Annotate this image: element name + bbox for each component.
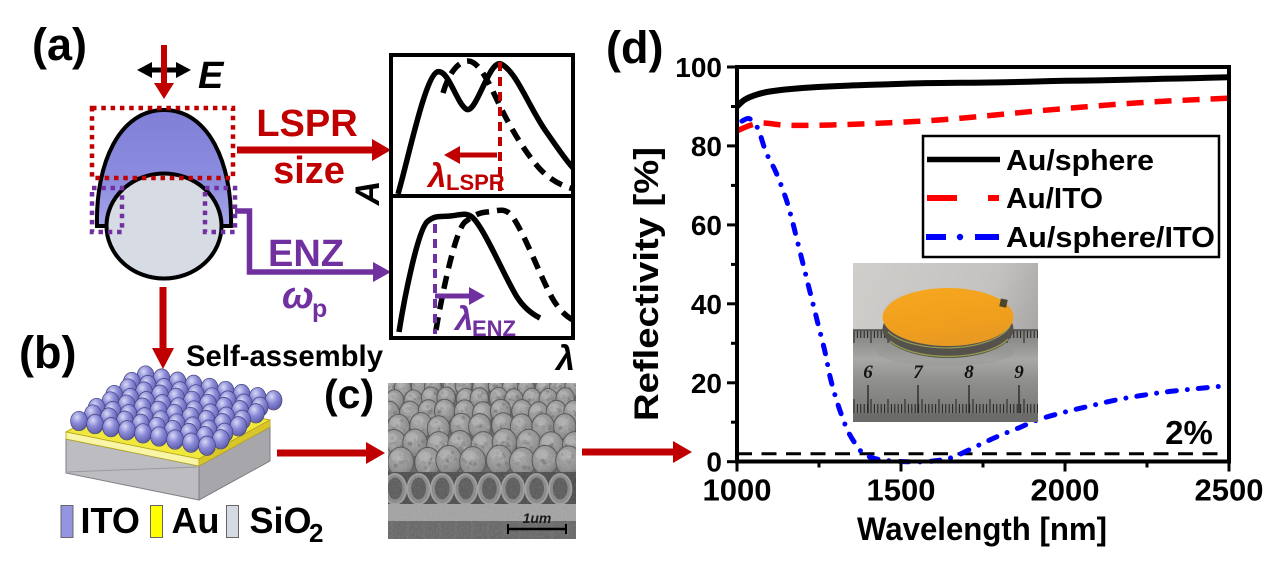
svg-text:λ: λ [426, 157, 446, 194]
svg-text:LSPR: LSPR [446, 170, 505, 195]
svg-text:Self-assembly: Self-assembly [186, 340, 383, 373]
svg-text:0: 0 [706, 447, 722, 478]
svg-text:ENZ: ENZ [472, 316, 516, 341]
svg-text:2: 2 [309, 518, 323, 548]
svg-text:8: 8 [964, 362, 974, 383]
svg-text:(a): (a) [32, 19, 87, 70]
svg-text:Au/sphere: Au/sphere [1006, 145, 1154, 177]
svg-text:p: p [312, 295, 327, 323]
svg-text:SiO: SiO [250, 500, 312, 541]
svg-text:1um: 1um [523, 510, 552, 526]
svg-text:A: A [349, 181, 387, 207]
svg-text:Au/sphere/ITO: Au/sphere/ITO [1006, 222, 1215, 254]
svg-text:E: E [198, 55, 225, 97]
svg-text:100: 100 [675, 52, 722, 83]
svg-text:2%: 2% [1165, 414, 1213, 451]
svg-text:2500: 2500 [1195, 473, 1264, 508]
svg-text:40: 40 [691, 289, 722, 320]
svg-text:60: 60 [691, 210, 722, 241]
svg-text:80: 80 [691, 131, 722, 162]
svg-text:6: 6 [863, 362, 873, 383]
svg-text:size: size [273, 150, 345, 192]
svg-text:(b): (b) [19, 327, 76, 378]
svg-text:LSPR: LSPR [256, 103, 357, 145]
svg-text:ENZ: ENZ [268, 233, 344, 275]
svg-text:2000: 2000 [1031, 473, 1100, 508]
svg-text:ITO: ITO [81, 500, 140, 541]
svg-text:(c): (c) [324, 371, 374, 417]
svg-text:7: 7 [913, 362, 924, 383]
svg-text:ω: ω [282, 275, 314, 317]
svg-text:20: 20 [691, 368, 722, 399]
svg-text:λ: λ [453, 300, 473, 337]
svg-text:1000: 1000 [703, 473, 772, 508]
svg-text:Au/ITO: Au/ITO [1006, 183, 1103, 215]
svg-text:Au: Au [172, 500, 220, 541]
svg-text:1500: 1500 [867, 473, 936, 508]
svg-text:Wavelength [nm]: Wavelength [nm] [857, 511, 1107, 547]
svg-text:(d): (d) [606, 22, 663, 73]
svg-text:9: 9 [1014, 362, 1024, 383]
svg-text:Reflectivity [%]: Reflectivity [%] [628, 147, 666, 421]
svg-text:λ: λ [554, 340, 575, 378]
